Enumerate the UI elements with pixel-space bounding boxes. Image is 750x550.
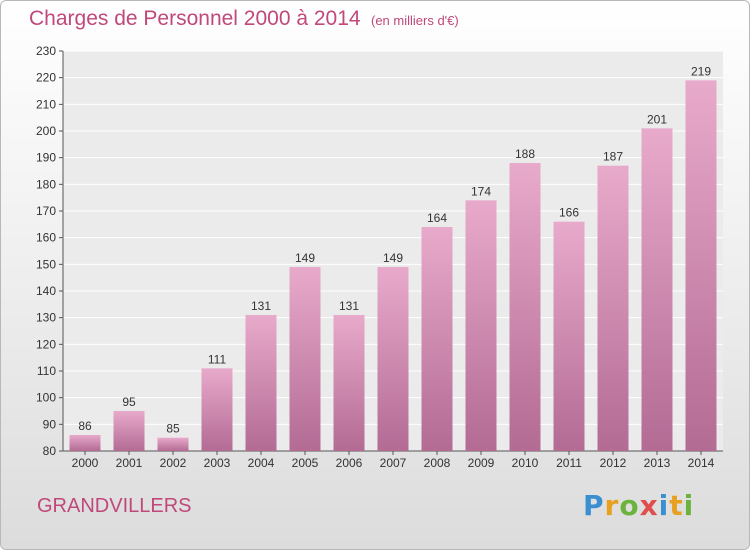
bar-2012 (597, 165, 629, 451)
x-tick-label: 2013 (644, 456, 671, 470)
x-tick-label: 2012 (600, 456, 627, 470)
commune-name: GRANDVILLERS (37, 495, 192, 517)
y-tick-label: 200 (36, 124, 56, 138)
data-label-2001: 95 (122, 395, 136, 409)
y-tick-label: 230 (36, 44, 56, 58)
y-tick-label: 90 (43, 417, 57, 431)
data-label-2012: 187 (603, 150, 623, 164)
data-label-2005: 149 (295, 251, 315, 265)
y-tick-label: 220 (36, 71, 56, 85)
data-label-2006: 131 (339, 299, 359, 313)
y-tick-label: 100 (36, 391, 56, 405)
x-tick-label: 2009 (468, 456, 495, 470)
x-tick-label: 2007 (380, 456, 407, 470)
y-tick-label: 190 (36, 151, 56, 165)
x-tick-label: 2006 (336, 456, 363, 470)
bar-2014 (685, 80, 717, 451)
x-tick-label: 2002 (160, 456, 187, 470)
data-label-2007: 149 (383, 251, 403, 265)
x-tick-label: 2000 (72, 456, 99, 470)
bar-2009 (465, 200, 497, 451)
data-label-2008: 164 (427, 211, 447, 225)
y-tick-label: 140 (36, 284, 56, 298)
y-tick-label: 120 (36, 337, 56, 351)
data-label-2014: 219 (691, 64, 711, 78)
bar-2000 (69, 435, 101, 451)
bar-2002 (157, 437, 189, 451)
data-label-2013: 201 (647, 112, 667, 126)
x-tick-label: 2001 (116, 456, 143, 470)
y-tick-label: 130 (36, 311, 56, 325)
data-label-2011: 166 (559, 206, 579, 220)
bar-2011 (553, 221, 585, 451)
y-tick-label: 170 (36, 204, 56, 218)
y-tick-label: 80 (43, 444, 57, 458)
data-label-2004: 131 (251, 299, 271, 313)
x-tick-label: 2004 (248, 456, 275, 470)
x-tick-label: 2011 (556, 456, 582, 470)
bar-2007 (377, 267, 409, 451)
x-tick-label: 2010 (512, 456, 539, 470)
bar-2010 (509, 163, 541, 451)
bar-2001 (113, 411, 145, 451)
proxiti-logo: Proxiti (583, 489, 695, 522)
chart-title: Charges de Personnel 2000 à 2014 (29, 7, 361, 30)
bar-2013 (641, 128, 673, 451)
data-label-2003: 111 (208, 352, 227, 366)
bar-2004 (245, 315, 277, 451)
x-tick-label: 2008 (424, 456, 451, 470)
y-tick-label: 210 (36, 97, 56, 111)
bar-2008 (421, 227, 453, 451)
y-tick-label: 110 (37, 364, 56, 378)
bar-2006 (333, 315, 365, 451)
data-label-2009: 174 (471, 184, 491, 198)
bar-2003 (201, 368, 233, 451)
x-tick-label: 2005 (292, 456, 319, 470)
x-tick-label: 2014 (688, 456, 715, 470)
y-tick-label: 150 (36, 257, 56, 271)
data-label-2010: 188 (515, 147, 535, 161)
y-tick-label: 180 (36, 177, 56, 191)
chart-subtitle: (en milliers d'€) (371, 13, 459, 28)
data-label-2002: 85 (166, 422, 180, 436)
x-tick-label: 2003 (204, 456, 231, 470)
data-label-2000: 86 (78, 419, 92, 433)
y-tick-label: 160 (36, 231, 56, 245)
bar-2005 (289, 267, 321, 451)
